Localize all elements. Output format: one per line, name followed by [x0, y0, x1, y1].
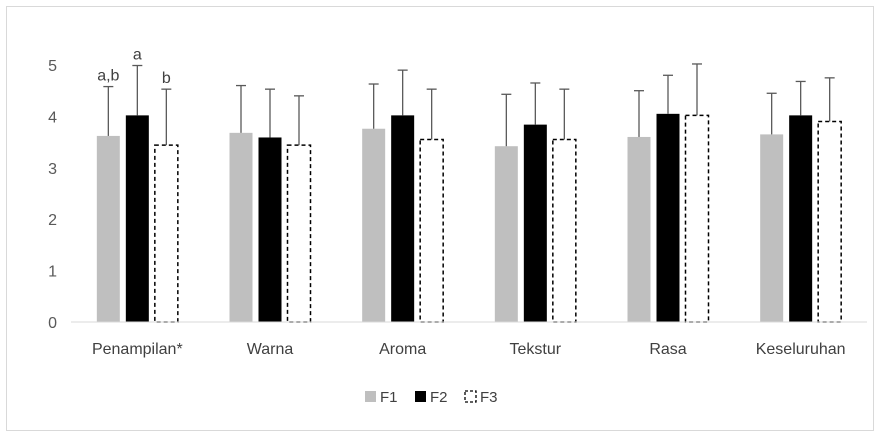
y-axis-ticks: 0 1 2 3 4 5: [48, 58, 57, 332]
significance-label: a,b: [97, 68, 119, 85]
y-tick-label: 4: [48, 109, 57, 126]
bar-f1: [760, 134, 784, 322]
bar-f3: [286, 144, 312, 323]
bar-f2: [125, 115, 149, 322]
x-tick-label: Aroma: [379, 341, 426, 358]
bar-f1: [229, 132, 253, 322]
y-tick-label: 2: [48, 212, 57, 229]
bar-f2: [789, 115, 813, 322]
bar-f1: [494, 146, 518, 322]
legend: F1 F2 F3: [365, 389, 498, 406]
x-tick-label: Keseluruhan: [756, 341, 846, 358]
legend-swatch-f3: [464, 390, 477, 403]
error-bars: [103, 63, 835, 147]
y-tick-label: 5: [48, 58, 57, 75]
legend-label-f1: F1: [380, 389, 398, 406]
legend-label-f2: F2: [430, 389, 448, 406]
significance-label: a: [133, 47, 142, 64]
y-tick-label: 0: [48, 315, 57, 332]
bar-f2: [258, 137, 282, 322]
chart-frame: 0 1 2 3 4 5 Penampilan* Warna Aroma Tekstur Rasa K…: [6, 6, 874, 431]
x-tick-label: Rasa: [649, 341, 686, 358]
bar-f2: [523, 124, 547, 323]
x-tick-label: Warna: [247, 341, 294, 358]
bar-f3: [552, 138, 577, 323]
y-tick-label: 1: [48, 264, 57, 281]
bars: [96, 113, 842, 323]
legend-label-f3: F3: [480, 389, 498, 406]
bar-f3: [684, 114, 710, 323]
y-tick-label: 3: [48, 161, 57, 178]
bar-f2: [391, 115, 415, 322]
bar-f3: [154, 144, 179, 323]
category-labels: Penampilan* Warna Aroma Tekstur Rasa Keseluru…: [92, 341, 846, 358]
bar-chart: 0 1 2 3 4 5 Penampilan* Warna Aroma Tekstur Rasa K…: [48, 47, 867, 406]
bar-f1: [627, 136, 651, 322]
bar-f1: [362, 128, 386, 322]
x-tick-label: Penampilan*: [92, 341, 183, 358]
legend-swatch-f2: [415, 391, 426, 402]
legend-swatch-f1: [365, 391, 376, 402]
x-tick-label: Tekstur: [510, 341, 562, 358]
bar-f2: [656, 113, 680, 322]
bar-f3: [419, 138, 444, 323]
bar-f3: [817, 120, 842, 323]
bar-f1: [96, 135, 120, 322]
significance-label: b: [162, 70, 171, 87]
significance-annotations: a,b a b: [97, 47, 171, 88]
